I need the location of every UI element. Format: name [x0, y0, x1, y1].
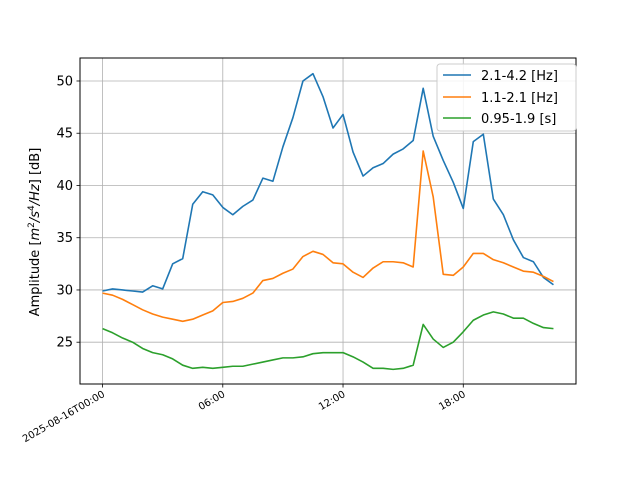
series-lines: [102, 72, 554, 371]
y-tick-label: 25: [56, 336, 73, 351]
plot-frame: [79, 57, 577, 385]
series-line-3: [102, 311, 554, 371]
legend-box: [436, 63, 577, 132]
y-tick-label: 50: [56, 74, 73, 89]
series-line-2: [102, 150, 554, 323]
y-tick-label: 45: [56, 127, 73, 142]
series-line-1: [102, 72, 554, 293]
y-tick-label: 30: [56, 283, 73, 298]
y-axis-ticks: 25 30 35 40 45 50: [56, 74, 80, 351]
y-tick-label: 35: [56, 231, 73, 246]
legend-label-series-1: 2.1-4.2 [Hz]: [481, 69, 558, 84]
legend-label-series-3: 0.95-1.9 [s]: [481, 112, 556, 127]
y-axis-label: Amplitude [m2/s4/Hz] [dB]: [27, 148, 43, 317]
y-tick-label: 40: [56, 179, 73, 194]
legend: 2.1-4.2 [Hz] 1.1-2.1 [Hz] 0.95-1.9 [s]: [436, 63, 577, 132]
legend-label-series-2: 1.1-2.1 [Hz]: [481, 91, 558, 106]
